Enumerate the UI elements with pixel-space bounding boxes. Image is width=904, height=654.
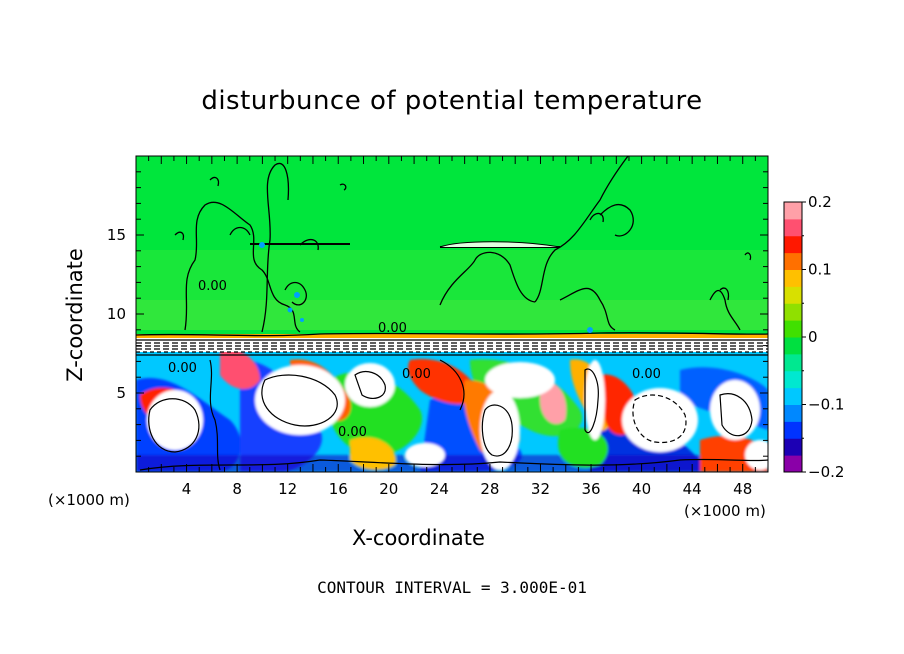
- colorbar-swatch: [784, 202, 802, 220]
- colorbar-swatch: [784, 404, 802, 422]
- contour-label-group: 0.00 0.00 0.00 0.00 0.00 0.00: [168, 279, 661, 440]
- colorbar-swatch: [784, 320, 802, 338]
- y-tick-label: 5: [116, 384, 126, 402]
- contour-label: 0.00: [198, 279, 227, 294]
- colorbar-label: 0.2: [808, 193, 832, 211]
- x-axis: 4 8 12 16 20 24 28 32 36 40 44 48: [135, 156, 769, 498]
- colorbar-label: 0.1: [808, 261, 832, 279]
- x-unit-left: (×1000 m): [48, 491, 130, 509]
- x-tick-label: 4: [182, 480, 192, 498]
- upper-contours: [174, 156, 752, 333]
- upper-specks: [259, 242, 593, 333]
- contour-label: 0.00: [338, 425, 367, 440]
- lower-contours: [139, 359, 768, 471]
- colorbar-swatch: [784, 337, 802, 355]
- colorbar-swatch: [784, 303, 802, 321]
- colorbar-swatch: [784, 370, 802, 389]
- colorbar-label: −0.2: [808, 463, 844, 481]
- contour-label: 0.00: [378, 321, 407, 336]
- upper-lens: [439, 241, 561, 248]
- y-axis: 5 10 15: [107, 155, 768, 473]
- colorbar-label: −0.1: [808, 396, 844, 414]
- colorbar-swatch: [784, 269, 802, 287]
- chart-title: disturbunce of potential temperature: [201, 86, 703, 116]
- x-unit-right: (×1000 m): [684, 502, 766, 520]
- contour-interval-note: CONTOUR INTERVAL = 3.000E-01: [317, 578, 587, 597]
- inversion-contours: [136, 332, 768, 356]
- y-tick-label: 15: [107, 226, 126, 244]
- y-axis-label: Z-coordinate: [63, 248, 87, 382]
- contour-label: 0.00: [402, 367, 431, 382]
- x-tick-label: 36: [581, 480, 600, 498]
- inversion-band: [136, 334, 768, 338]
- x-tick-label: 20: [379, 480, 398, 498]
- colorbar-swatch: [784, 438, 802, 456]
- contour-label: 0.00: [168, 361, 197, 376]
- colorbar-label: 0: [808, 328, 818, 346]
- colorbar-swatch: [784, 455, 802, 473]
- x-tick-label: 40: [632, 480, 651, 498]
- colorbar-swatch: [784, 252, 802, 270]
- colorbar-swatch: [784, 387, 802, 405]
- turbulence-blobs: [136, 349, 768, 472]
- colorbar-swatch: [784, 218, 802, 237]
- contour-label: 0.00: [632, 367, 661, 382]
- x-tick-label: 16: [329, 480, 348, 498]
- colorbar-swatch: [784, 353, 802, 372]
- x-tick-label: 12: [278, 480, 297, 498]
- x-tick-label: 28: [480, 480, 499, 498]
- upper-layer-shade: [136, 250, 768, 330]
- x-tick-label: 24: [430, 480, 449, 498]
- upper-layer-shade-2: [136, 300, 768, 330]
- x-tick-label: 48: [733, 480, 752, 498]
- x-tick-label: 8: [232, 480, 242, 498]
- x-tick-label: 44: [683, 480, 702, 498]
- x-tick-label: 32: [531, 480, 550, 498]
- colorbar: 0.2 0.1 0 −0.1 −0.2: [783, 193, 844, 481]
- colorbar-swatch: [784, 235, 802, 254]
- colorbar-swatch: [784, 286, 802, 304]
- plot-area: 0.00 0.00 0.00 0.00 0.00 0.00: [136, 156, 768, 472]
- x-axis-label: X-coordinate: [352, 526, 485, 550]
- y-tick-label: 10: [107, 305, 126, 323]
- colorbar-swatch: [784, 421, 802, 439]
